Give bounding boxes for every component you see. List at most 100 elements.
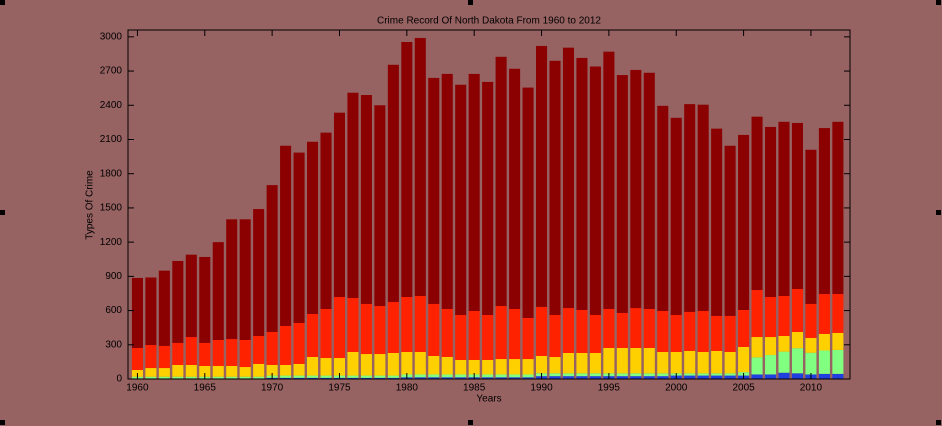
bar-segment <box>428 377 440 379</box>
y-tick-label: 1800 <box>100 168 123 179</box>
bar-segment <box>280 145 292 326</box>
y-tick-label: 900 <box>105 271 122 282</box>
bar-segment <box>185 337 197 365</box>
y-tick-label: 3000 <box>100 31 123 42</box>
bar-segment <box>266 364 278 376</box>
bar-segment <box>468 311 480 360</box>
bar-segment <box>791 332 803 349</box>
bar-segment <box>387 302 399 353</box>
bar-segment <box>253 209 265 337</box>
bar-segment <box>401 296 413 352</box>
bar-segment <box>320 308 332 359</box>
bar-segment <box>576 376 588 379</box>
bar-segment <box>616 373 628 377</box>
bar-segment <box>509 377 521 379</box>
bar-segment <box>711 128 723 316</box>
bar-segment <box>239 339 251 368</box>
bar-segment <box>347 92 359 299</box>
bar-segment <box>589 66 601 316</box>
bar-segment <box>414 374 426 378</box>
bar-segment <box>199 342 211 366</box>
bar-segment <box>253 363 265 377</box>
bar-segment <box>495 377 507 379</box>
bar-segment <box>455 374 467 378</box>
bar-segment <box>738 134 750 310</box>
y-tick-label: 2100 <box>100 134 123 145</box>
bar-segment <box>482 359 494 375</box>
bar-segment <box>791 373 803 379</box>
bar-segment <box>751 116 763 291</box>
bar-segment <box>657 105 669 312</box>
bar-segment <box>616 75 628 313</box>
y-axis-label: Types Of Crime <box>85 170 96 240</box>
bar-segment <box>684 373 696 376</box>
y-tick-label: 600 <box>105 305 122 316</box>
bar-segment <box>778 295 790 337</box>
bar-segment <box>832 349 844 374</box>
bar-segment <box>589 373 601 377</box>
x-tick-label: 1990 <box>530 383 553 394</box>
bar-segment <box>778 121 790 296</box>
bar-segment <box>307 356 319 376</box>
bar-segment <box>360 375 372 378</box>
bar-segment <box>562 373 574 377</box>
bar-segment <box>643 376 655 379</box>
bar-segment <box>724 373 736 376</box>
bar-segment <box>562 308 574 353</box>
bar-segment <box>643 308 655 348</box>
bar-segment <box>172 260 184 343</box>
bar-segment <box>522 317 534 360</box>
bar-segment <box>495 374 507 378</box>
bar-segment <box>158 368 170 377</box>
bar-segment <box>805 303 817 338</box>
bar-segment <box>711 350 723 374</box>
bar-segment <box>818 333 830 351</box>
bar-segment <box>509 68 521 309</box>
bar-segment <box>549 356 561 374</box>
bar-segment <box>832 373 844 379</box>
bar-segment <box>765 126 777 297</box>
bar-segment <box>145 376 157 379</box>
bar-segment <box>724 315 736 352</box>
bar-segment <box>374 306 386 355</box>
y-tick-label: 1200 <box>100 237 123 248</box>
bar-segment <box>643 373 655 377</box>
bar-segment <box>333 296 346 359</box>
bar-segment <box>428 355 440 375</box>
bar-segment <box>711 375 723 379</box>
y-tick-label: 2700 <box>100 66 123 77</box>
bar-segment <box>320 375 332 378</box>
bar-segment <box>320 377 332 379</box>
plot-frame <box>127 29 851 380</box>
bar-segment <box>697 311 709 352</box>
bar-segment <box>441 374 453 378</box>
bar-segment <box>724 351 736 374</box>
bar-segment <box>172 376 184 379</box>
bar-segment <box>522 377 534 379</box>
bar-segment <box>482 377 494 379</box>
bar-segment <box>387 375 399 378</box>
bar-segment <box>212 242 224 340</box>
bar-segment <box>684 375 696 379</box>
bar-segment <box>158 345 170 369</box>
bar-segment <box>293 363 305 376</box>
bar-segment <box>522 87 534 318</box>
bar-segment <box>212 376 224 379</box>
bar-segment <box>145 277 157 346</box>
bar-segment <box>549 60 561 316</box>
x-tick-label: 1980 <box>396 383 419 394</box>
bar-segment <box>374 375 386 378</box>
x-axis-label: Years <box>476 394 501 405</box>
bar-segment <box>131 347 143 370</box>
bar-segment <box>347 298 359 352</box>
bar-segment <box>441 377 453 379</box>
bar-segment <box>226 365 238 377</box>
bar-segment <box>562 376 574 379</box>
bar-segment <box>455 315 467 360</box>
bar-segment <box>522 374 534 378</box>
bar-segment <box>333 112 346 297</box>
bar-segment <box>697 375 709 379</box>
bar-segment <box>428 303 440 356</box>
bar-segment <box>307 377 319 379</box>
x-tick-label: 1985 <box>463 383 486 394</box>
